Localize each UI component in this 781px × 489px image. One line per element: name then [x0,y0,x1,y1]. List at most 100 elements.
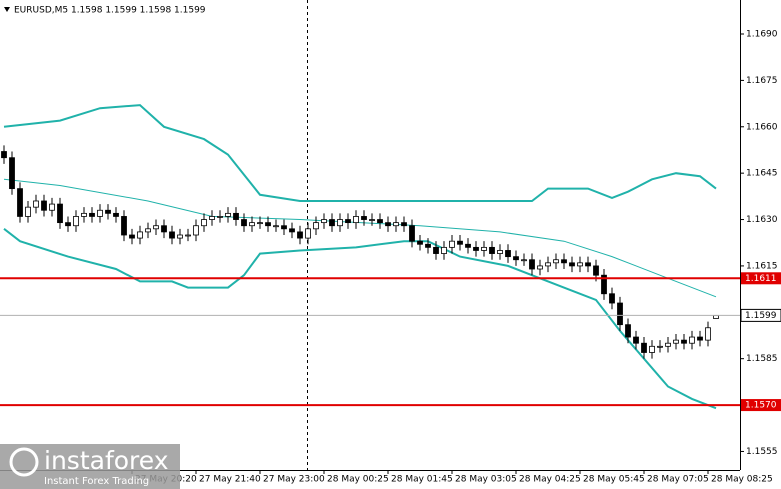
candle-body [25,206,31,217]
plot-layer: 1.1555 1.1570 1.1585 1.1615 1.1630 1.1645 1.16… [0,30,781,485]
candle-body [193,225,199,236]
watermark-logo [9,447,39,477]
x-tick-label: 28 May 04:25 [519,475,581,485]
candle-body [57,203,63,224]
watermark-name: instaforex [44,446,169,475]
candle-body [113,212,119,217]
x-tick-label: 27 May 23:00 [263,475,325,485]
symbol-icon [4,7,10,12]
y-tick-label: 1.1660 [746,122,778,132]
candle-body [289,228,295,233]
candle-body [265,222,271,227]
candle-body [657,345,663,348]
candle-body [385,222,391,227]
candle-body [233,212,239,220]
candle-body [369,219,375,221]
last-price-label: 1.1599 [745,311,777,321]
x-tick-label: 28 May 03:05 [455,475,517,485]
candle-body [145,228,151,233]
candle-body [553,259,559,264]
x-tick-label: 28 May 05:45 [583,475,645,485]
candle-body [393,222,399,227]
candle-body [105,209,111,214]
candle-body [409,225,415,242]
level-label-box [741,272,781,285]
candle-body [417,240,423,245]
candle-body [185,234,191,237]
y-tick-label: 1.1675 [746,76,778,86]
y-tick-label: 1.1690 [746,30,778,40]
level-label-box [741,399,781,412]
x-tick-label: 28 May 07:05 [647,475,709,485]
candle-body [489,246,495,254]
indicator-line [3,228,717,410]
candle-body [305,228,311,239]
chart-title: EURUSD,M5 1.1598 1.1599 1.1598 1.1599 [14,6,206,16]
candle-body [457,240,463,245]
y-tick-label: 1.1555 [746,447,778,457]
candle-body [353,216,359,224]
candle-body [129,234,135,239]
candle-body [569,262,575,267]
candle-body [313,222,319,230]
candle-body [73,216,79,227]
candle-body [201,219,207,227]
candle-body [169,231,175,239]
candle-body [697,336,703,341]
candle-body [97,209,103,217]
candle-body [209,216,215,220]
candle-body [545,262,551,267]
candle-body [329,219,335,227]
candle-body [681,339,687,344]
candle-body [241,219,247,227]
level-label: 1.1611 [745,274,777,284]
candle-body [537,265,543,270]
candle-body [297,231,303,239]
candle-body [593,265,599,276]
candle-body [137,231,143,239]
candle-body [705,327,711,341]
candle-body [345,219,351,224]
candle-body [217,216,223,218]
candle-body [321,219,327,224]
candle-body [257,222,263,225]
candle-body [425,243,431,248]
y-tick-label: 1.1630 [746,215,778,225]
candle-body [633,336,639,344]
candle-body [9,157,15,190]
candle-body [153,225,159,230]
indicator-line [3,178,717,298]
watermark: instaforex Instant Forex Trading [0,444,180,489]
candle-body [121,216,127,236]
candle-body [521,259,527,262]
candle-body [441,246,447,254]
y-tick-label: 1.1645 [746,169,778,179]
candle-body [497,250,503,254]
last-price-box [740,308,781,322]
candle-body [665,342,671,347]
candle-body [89,212,95,217]
candle-body [273,225,279,228]
x-tick-label: 28 May 08:25 [711,475,773,485]
candle-body [49,203,55,211]
candle-body [505,250,511,258]
candle-body [649,345,655,353]
x-tick-label: 28 May 00:25 [327,475,389,485]
candle-body [65,222,71,227]
candle-body [225,212,231,217]
candle-body [41,200,47,211]
candle-body [617,302,623,326]
candle-body [377,219,383,224]
candle-body [17,188,23,217]
indicator-line [3,104,717,202]
x-tick-label: 28 May 01:45 [391,475,453,485]
candle-body [577,262,583,267]
candle-body [689,336,695,344]
candle-body [337,219,343,227]
candle-body [673,339,679,344]
candle-body [361,216,367,220]
candle-body [401,222,407,227]
candle-body [625,324,631,338]
